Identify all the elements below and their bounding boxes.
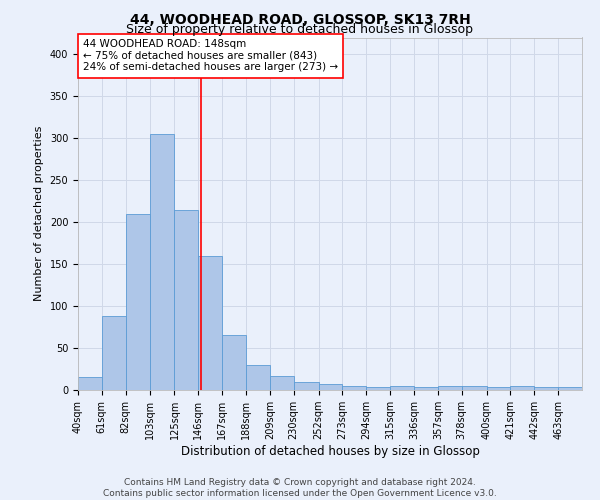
Bar xyxy=(390,386,414,390)
Bar xyxy=(343,386,367,390)
Y-axis label: Number of detached properties: Number of detached properties xyxy=(34,126,44,302)
Bar xyxy=(558,388,582,390)
Bar xyxy=(102,316,125,390)
Bar xyxy=(270,376,293,390)
Bar xyxy=(367,388,390,390)
Bar xyxy=(199,256,222,390)
Bar xyxy=(78,378,102,390)
Bar xyxy=(414,388,438,390)
Bar xyxy=(319,384,343,390)
Bar xyxy=(535,388,558,390)
Bar xyxy=(149,134,175,390)
Bar xyxy=(511,386,535,390)
Text: Size of property relative to detached houses in Glossop: Size of property relative to detached ho… xyxy=(127,22,473,36)
Bar xyxy=(461,386,487,390)
Bar xyxy=(175,210,199,390)
Text: 44 WOODHEAD ROAD: 148sqm
← 75% of detached houses are smaller (843)
24% of semi-: 44 WOODHEAD ROAD: 148sqm ← 75% of detach… xyxy=(83,40,338,72)
Text: 44, WOODHEAD ROAD, GLOSSOP, SK13 7RH: 44, WOODHEAD ROAD, GLOSSOP, SK13 7RH xyxy=(130,12,470,26)
Bar xyxy=(487,388,511,390)
Bar xyxy=(246,365,270,390)
X-axis label: Distribution of detached houses by size in Glossop: Distribution of detached houses by size … xyxy=(181,445,479,458)
Bar xyxy=(293,382,319,390)
Bar xyxy=(125,214,149,390)
Text: Contains HM Land Registry data © Crown copyright and database right 2024.
Contai: Contains HM Land Registry data © Crown c… xyxy=(103,478,497,498)
Bar xyxy=(438,386,461,390)
Bar xyxy=(222,336,246,390)
